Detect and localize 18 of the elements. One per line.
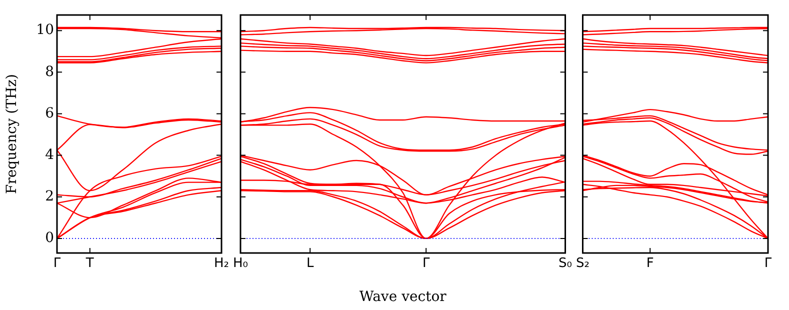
y-tick-label: 4: [45, 146, 54, 163]
y-tick-label: 2: [45, 188, 54, 205]
x-axis-title: Wave vector: [359, 289, 447, 306]
x-tick-label: T: [84, 256, 94, 272]
x-tick-label: Γ: [422, 256, 430, 272]
x-tick-label: H₀: [232, 256, 248, 272]
x-tick-label: Γ: [53, 256, 62, 272]
x-tick-label: S₂: [576, 256, 590, 272]
y-tick-label: 10: [36, 22, 54, 38]
x-tick-label: L: [306, 256, 314, 272]
y-tick-label: 6: [45, 105, 54, 122]
x-tick-label: F: [646, 256, 654, 272]
y-tick-label: 8: [45, 64, 54, 80]
x-tick-label: H₂: [214, 256, 230, 272]
x-tick-label: Γ: [764, 256, 772, 272]
y-tick-label: 0: [45, 230, 54, 246]
y-axis-title: Frequency (THz): [4, 74, 20, 194]
x-tick-label: S₀: [558, 256, 572, 272]
